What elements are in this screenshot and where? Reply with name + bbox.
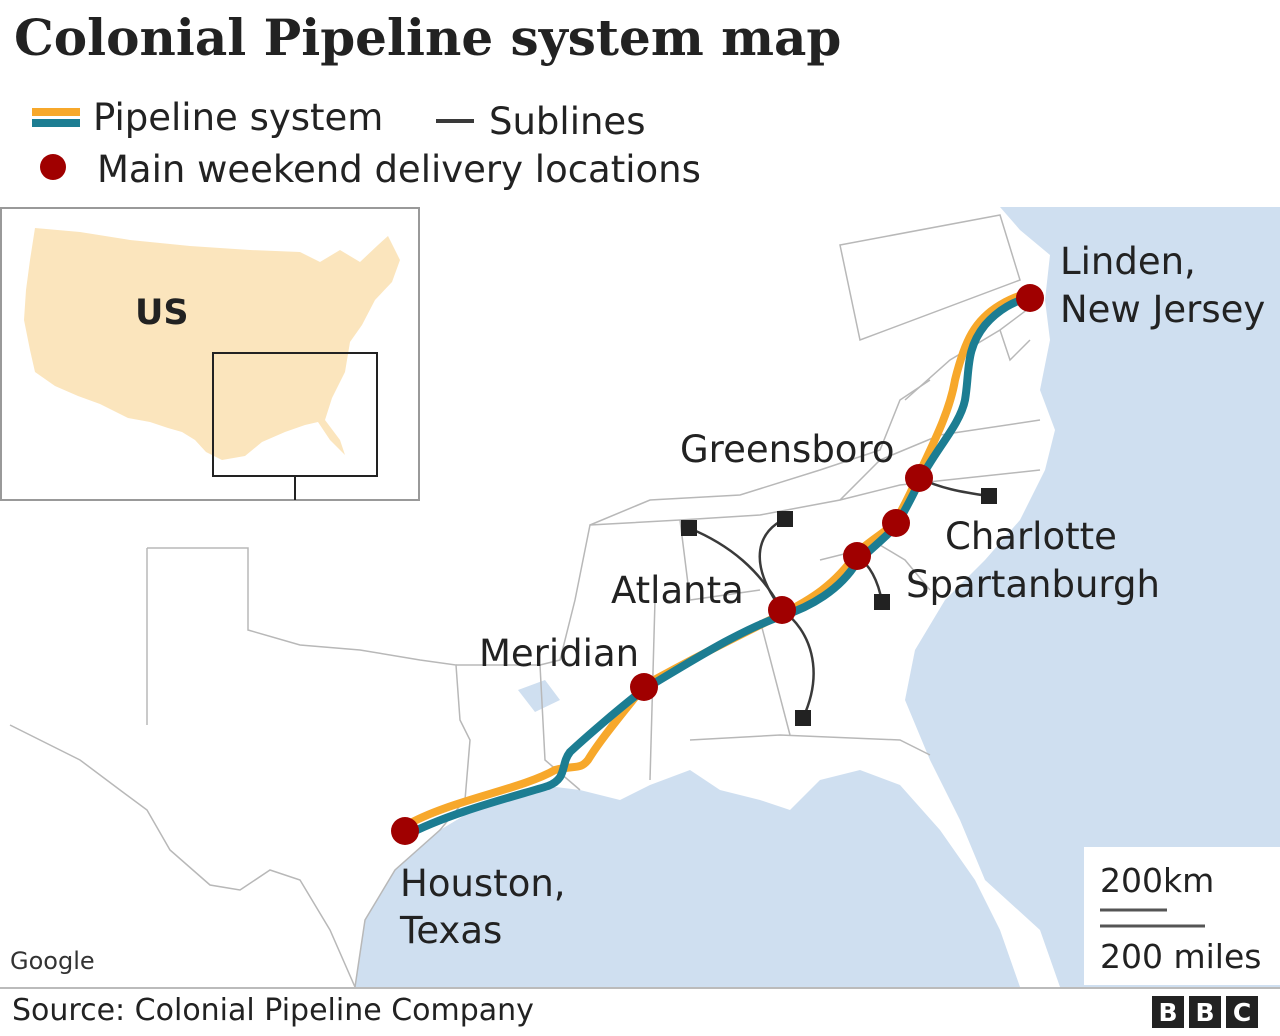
greensboro-label: Greensboro <box>680 428 894 471</box>
greensboro-dot <box>905 464 933 492</box>
meridian-dot <box>630 673 658 701</box>
charlotte-dot <box>882 509 910 537</box>
subline-terminal <box>795 710 811 726</box>
linden-label-line2: New Jersey <box>1060 288 1265 331</box>
pipeline-teal-line <box>403 294 1031 840</box>
delivery-legend-dot <box>40 154 66 180</box>
delivery-locations <box>391 284 1044 845</box>
map-credit: Google <box>10 947 95 975</box>
spartanburgh-dot <box>843 542 871 570</box>
us-outline <box>24 228 400 460</box>
us-label: US <box>135 293 189 333</box>
pipeline-orange-line <box>403 290 1029 830</box>
houston-label-line2: Texas <box>399 909 502 952</box>
subline-terminal <box>777 511 793 527</box>
scale-bar: 200km 200 miles <box>1084 847 1280 985</box>
subline-terminal <box>874 594 890 610</box>
scale-miles-label: 200 miles <box>1100 937 1261 976</box>
us-inset-map: US <box>0 207 420 501</box>
houston-dot <box>391 817 419 845</box>
subline-terminals <box>681 488 997 726</box>
source-note: Source: Colonial Pipeline Company <box>12 993 534 1028</box>
pipeline-map: Linden, New Jersey Greensboro Charlotte … <box>0 207 1280 987</box>
lake <box>518 680 560 712</box>
spartanburgh-label: Spartanburgh <box>906 563 1160 606</box>
page-title: Colonial Pipeline system map <box>14 8 842 67</box>
atlanta-dot <box>768 596 796 624</box>
subline-terminal <box>681 520 697 536</box>
pipeline-legend-swatch <box>32 108 80 127</box>
pipeline-legend-label: Pipeline system <box>93 96 384 139</box>
bbc-logo-letter: B <box>1152 996 1184 1028</box>
subline-terminal <box>981 488 997 504</box>
bbc-logo-letter: B <box>1189 996 1221 1028</box>
charlotte-label: Charlotte <box>945 515 1117 558</box>
atlanta-label: Atlanta <box>611 569 744 612</box>
linden-label-line1: Linden, <box>1060 240 1196 283</box>
delivery-legend-label: Main weekend delivery locations <box>97 148 701 191</box>
subline-legend-label: Sublines <box>489 100 646 143</box>
atlantic-ocean <box>905 207 1280 987</box>
meridian-label: Meridian <box>479 632 639 675</box>
bbc-logo-letter: C <box>1226 996 1258 1028</box>
footer-divider <box>0 987 1280 989</box>
subline-legend-swatch <box>436 119 474 123</box>
scale-km-label: 200km <box>1100 861 1214 900</box>
bbc-logo: B B C <box>1152 996 1258 1028</box>
houston-label-line1: Houston, <box>400 862 566 905</box>
gulf-of-mexico <box>355 770 1020 987</box>
linden-dot <box>1016 284 1044 312</box>
